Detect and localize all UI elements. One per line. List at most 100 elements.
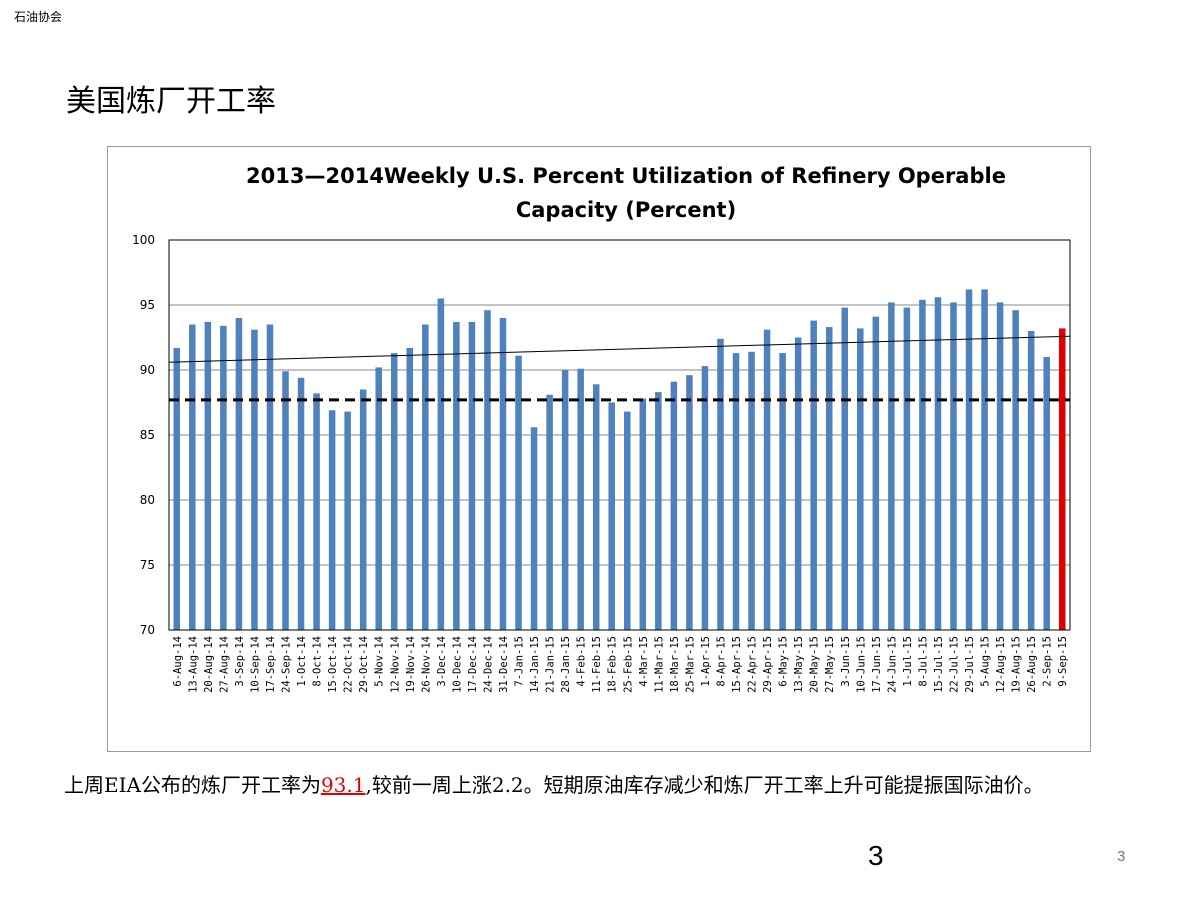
x-tick-label: 9-Sep-15 bbox=[1057, 636, 1069, 687]
organization-label: 石油协会 bbox=[14, 10, 63, 24]
bar bbox=[639, 398, 647, 630]
x-tick-label: 4-Mar-15 bbox=[638, 636, 650, 687]
y-tick-label: 100 bbox=[132, 233, 155, 247]
x-tick-label: 24-Jun-15 bbox=[886, 636, 898, 693]
x-tick-label: 6-Aug-14 bbox=[172, 636, 184, 687]
y-tick-label: 70 bbox=[140, 623, 155, 637]
x-tick-label: 28-Jan-15 bbox=[560, 636, 572, 693]
x-tick-label: 7-Jan-15 bbox=[514, 636, 526, 687]
x-tick-label: 10-Jun-15 bbox=[855, 636, 867, 693]
bar bbox=[515, 355, 522, 630]
x-tick-label: 19-Aug-15 bbox=[1011, 636, 1023, 693]
bar bbox=[1027, 331, 1035, 630]
bar bbox=[328, 410, 336, 630]
x-tick-label: 31-Dec-14 bbox=[498, 636, 510, 693]
commentary-text-before: 上周EIA公布的炼厂开工率为 bbox=[64, 773, 321, 797]
chart-title-line-2: Capacity (Percent) bbox=[516, 198, 736, 222]
commentary-text-after: ,较前一周上涨2.2。短期原油库存减少和炼厂开工率上升可能提振国际油价。 bbox=[365, 773, 1044, 797]
bar bbox=[965, 289, 973, 630]
x-tick-label: 20-May-15 bbox=[809, 636, 821, 693]
bar bbox=[919, 299, 926, 630]
chart-title-line-1: 2013—2014Weekly U.S. Percent Utilization… bbox=[246, 164, 1006, 188]
bar bbox=[655, 392, 662, 630]
x-tick-label: 25-Feb-15 bbox=[622, 636, 634, 693]
bar bbox=[592, 384, 600, 630]
x-tick-label: 8-Oct-14 bbox=[312, 636, 324, 687]
x-tick-label: 11-Mar-15 bbox=[653, 636, 665, 693]
x-tick-label: 12-Nov-14 bbox=[389, 636, 401, 693]
x-tick-label: 18-Feb-15 bbox=[607, 636, 619, 693]
y-tick-label: 90 bbox=[140, 363, 155, 377]
chart-frame: 2013—2014Weekly U.S. Percent Utilization… bbox=[107, 146, 1091, 752]
bar bbox=[810, 320, 817, 630]
x-tick-label: 5-Aug-15 bbox=[980, 636, 992, 687]
x-tick-label: 13-Aug-14 bbox=[187, 636, 199, 693]
bar bbox=[359, 389, 367, 630]
bar bbox=[888, 302, 895, 630]
bar bbox=[204, 321, 212, 630]
bar bbox=[732, 353, 740, 630]
bar bbox=[950, 302, 957, 630]
x-tick-label: 24-Dec-14 bbox=[482, 636, 494, 693]
bar bbox=[748, 351, 755, 630]
x-tick-label: 3-Dec-14 bbox=[436, 636, 448, 687]
x-axis-ticks: 6-Aug-14 13-Aug-14 20-Aug-14 27-Aug-14 3-Sep… bbox=[172, 636, 1069, 693]
x-tick-label: 14-Jan-15 bbox=[529, 636, 541, 693]
x-tick-label: 21-Jan-15 bbox=[545, 636, 557, 693]
x-tick-label: 2-Sep-15 bbox=[1042, 636, 1054, 687]
bar bbox=[701, 366, 709, 630]
bar bbox=[561, 370, 569, 630]
bars bbox=[173, 289, 1066, 630]
bar bbox=[375, 367, 382, 630]
x-tick-label: 27-Aug-14 bbox=[218, 636, 230, 693]
bar bbox=[406, 347, 414, 630]
bar bbox=[996, 302, 1004, 630]
bar bbox=[686, 375, 693, 630]
bar bbox=[189, 324, 196, 630]
x-tick-label: 11-Feb-15 bbox=[591, 636, 603, 693]
x-tick-label: 4-Feb-15 bbox=[576, 636, 588, 687]
x-tick-label: 3-Jun-15 bbox=[840, 636, 852, 687]
bar bbox=[1012, 310, 1019, 630]
commentary: 上周EIA公布的炼厂开工率为93.1,较前一周上涨2.2。短期原油库存减少和炼厂… bbox=[64, 770, 1144, 800]
refinery-utilization-chart: 2013—2014Weekly U.S. Percent Utilization… bbox=[132, 164, 1071, 693]
x-tick-label: 26-Nov-14 bbox=[420, 636, 432, 693]
x-tick-label: 27-May-15 bbox=[824, 636, 836, 693]
x-tick-label: 15-Apr-15 bbox=[731, 636, 743, 693]
bar bbox=[499, 318, 507, 630]
bar bbox=[297, 377, 305, 630]
bar bbox=[841, 307, 849, 630]
bar bbox=[872, 316, 880, 630]
x-tick-label: 8-Apr-15 bbox=[715, 636, 727, 687]
x-tick-label: 22-Oct-14 bbox=[343, 636, 355, 693]
bar bbox=[1043, 357, 1050, 630]
bar bbox=[468, 321, 476, 630]
bar bbox=[857, 328, 864, 630]
y-tick-label: 95 bbox=[140, 298, 155, 312]
x-tick-label: 29-Oct-14 bbox=[358, 636, 370, 693]
bar bbox=[235, 318, 243, 630]
bar bbox=[825, 327, 833, 630]
bar bbox=[779, 353, 786, 630]
x-tick-label: 15-Jul-15 bbox=[933, 636, 945, 693]
bar bbox=[173, 347, 181, 630]
x-tick-label: 24-Sep-14 bbox=[281, 636, 293, 693]
x-tick-label: 18-Mar-15 bbox=[669, 636, 681, 693]
x-tick-label: 1-Jul-15 bbox=[902, 636, 914, 687]
x-tick-label: 29-Apr-15 bbox=[762, 636, 774, 693]
bar bbox=[437, 298, 445, 630]
bar bbox=[670, 381, 678, 630]
x-tick-label: 22-Jul-15 bbox=[948, 636, 960, 693]
x-tick-label: 5-Nov-14 bbox=[374, 636, 386, 687]
bar bbox=[313, 393, 320, 630]
x-tick-label: 8-Jul-15 bbox=[917, 636, 929, 687]
y-tick-label: 75 bbox=[140, 558, 155, 572]
plot-area-border bbox=[168, 239, 1071, 631]
bar bbox=[546, 394, 553, 630]
bar bbox=[344, 411, 351, 630]
x-tick-label: 29-Jul-15 bbox=[964, 636, 976, 693]
x-tick-label: 15-Oct-14 bbox=[327, 636, 339, 693]
bar bbox=[453, 321, 460, 630]
bar bbox=[251, 329, 258, 630]
y-tick-label: 85 bbox=[140, 428, 155, 442]
